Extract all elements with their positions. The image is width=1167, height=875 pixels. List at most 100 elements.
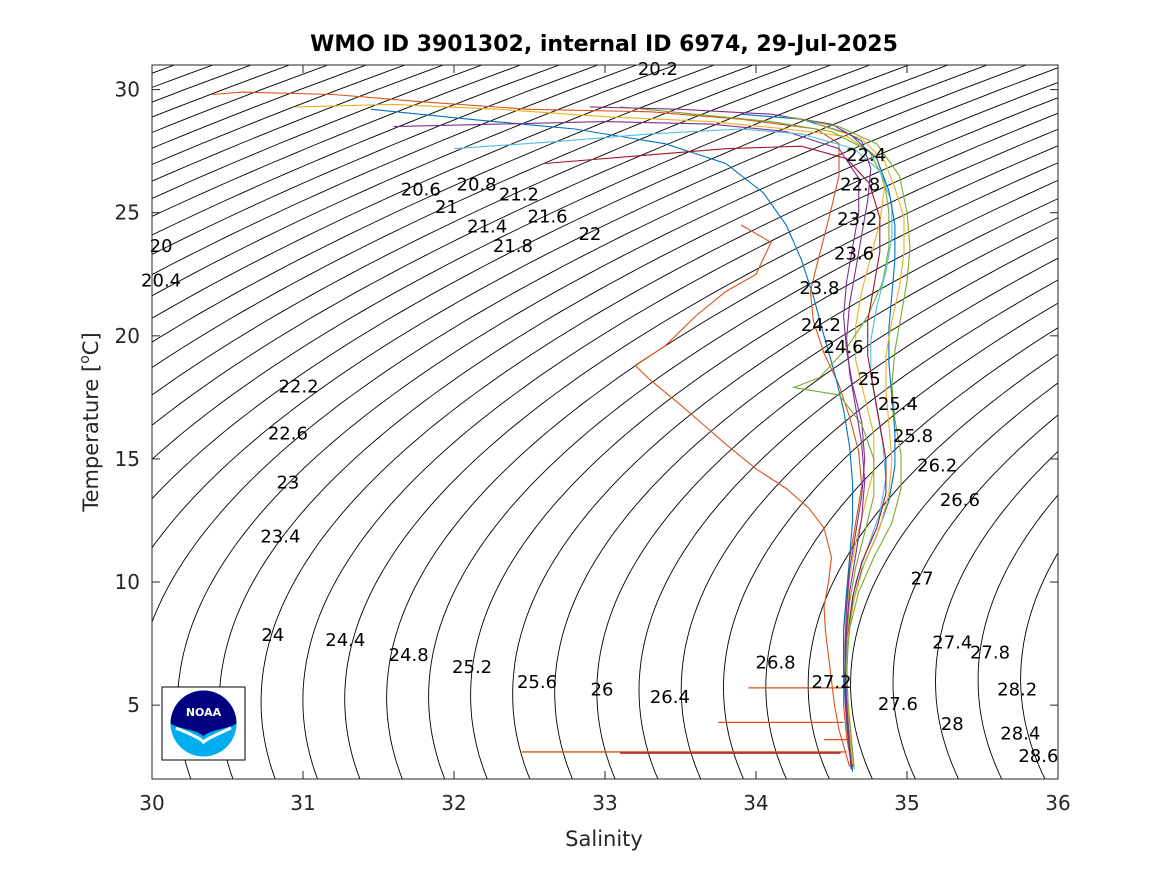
isopycnal-label-23: 22.2 — [278, 377, 318, 398]
y-axis-label-main: Temperature [ — [79, 364, 103, 513]
isopycnal-contours — [152, 65, 1058, 779]
isopycnal-label-16: 24.2 — [801, 315, 841, 336]
isopycnal-line-29 — [344, 128, 1058, 779]
profile-line-11 — [786, 116, 911, 767]
isopycnal-line-11 — [152, 65, 522, 217]
svg-text:NOAA: NOAA — [186, 706, 222, 719]
profile-line-3 — [393, 121, 866, 767]
isopycnal-line-12 — [152, 65, 561, 236]
y-axis-label-sup: o — [77, 355, 93, 364]
y-tick-label-2: 15 — [115, 447, 140, 471]
isopycnal-line-19 — [152, 65, 833, 396]
isopycnal-line-21 — [152, 65, 911, 460]
isopycnal-label-33: 26.4 — [650, 687, 690, 708]
isopycnal-line-26 — [218, 82, 1058, 779]
isopycnal-line-25 — [177, 67, 1058, 779]
isopycnal-label-18: 25 — [858, 369, 881, 390]
isopycnal-line-17 — [152, 65, 755, 343]
isopycnal-label-11: 22.4 — [846, 145, 886, 166]
isopycnal-label-25: 23 — [276, 473, 299, 494]
isopycnal-line-42 — [892, 414, 1058, 779]
isopycnal-label-13: 23.2 — [837, 209, 877, 230]
isopycnal-line-9 — [152, 65, 445, 182]
y-tick-labels: 5 10 15 20 25 30 — [115, 78, 140, 718]
isopycnal-line-33 — [512, 198, 1058, 779]
y-axis-label-end: C] — [79, 332, 103, 355]
isopycnal-line-41 — [850, 382, 1058, 779]
profile-line-10 — [589, 106, 872, 770]
isopycnal-line-32 — [470, 179, 1058, 779]
isopycnal-line-30 — [386, 145, 1058, 779]
x-tick-labels: 30 31 32 33 34 35 36 — [139, 791, 1070, 815]
isopycnal-label-4: 20.8 — [457, 175, 497, 196]
x-tick-label-1: 31 — [290, 791, 315, 815]
y-tick-label-1: 10 — [115, 570, 140, 594]
isopycnal-label-40: 28 — [941, 714, 964, 735]
isopycnal-label-14: 23.6 — [834, 244, 874, 265]
isopycnal-label-26: 23.4 — [260, 527, 300, 548]
plot-background — [152, 65, 1058, 779]
isopycnal-line-40 — [807, 353, 1058, 779]
isopycnal-label-36: 27.2 — [811, 672, 851, 693]
isopycnal-line-15 — [152, 65, 677, 297]
y-tick-label-5: 30 — [115, 78, 140, 102]
isopycnal-label-43: 28.6 — [1018, 746, 1058, 767]
isopycnal-label-28: 24.4 — [325, 630, 365, 651]
isopycnal-label-39: 27.8 — [970, 642, 1010, 663]
isopycnal-label-24: 22.6 — [268, 423, 308, 444]
isopycnal-line-13 — [152, 65, 600, 255]
isopycnal-label-19: 25.4 — [878, 394, 918, 415]
isopycnal-line-28 — [302, 112, 1058, 779]
isopycnal-label-29: 24.8 — [389, 645, 429, 666]
isopycnal-label-38: 27.6 — [878, 694, 918, 715]
axis-ticks — [151, 65, 1059, 779]
isopycnal-label-35: 27 — [911, 569, 934, 590]
isopycnal-label-7: 21.4 — [467, 217, 507, 238]
isopycnal-label-5: 21 — [435, 197, 458, 218]
isopycnal-label-21: 26.2 — [917, 455, 957, 476]
isopycnal-line-37 — [680, 279, 1058, 779]
isopycnal-label-42: 28.4 — [1000, 724, 1040, 745]
isopycnal-line-18 — [152, 65, 794, 369]
isopycnal-line-16 — [152, 65, 716, 319]
isopycnal-label-31: 25.6 — [517, 672, 557, 693]
profile-line-6 — [544, 145, 887, 767]
x-tick-label-0: 30 — [139, 791, 164, 815]
isopycnal-line-44 — [977, 494, 1058, 779]
isopycnal-line-20 — [152, 65, 872, 426]
profile-lines — [212, 91, 911, 772]
isopycnal-line-14 — [152, 65, 638, 276]
isopycnal-label-22: 26.6 — [940, 490, 980, 511]
y-tick-label-0: 5 — [127, 693, 140, 717]
y-axis-label: Temperature [oC] — [77, 332, 103, 512]
isopycnal-labels: 20.2 20 20.4 20.6 20.821 21.2 21.4 21.6 21.8 22 22… — [141, 59, 1058, 767]
isopycnal-label-41: 28.2 — [997, 679, 1037, 700]
isopycnal-label-34: 26.8 — [756, 652, 796, 673]
isopycnal-line-10 — [152, 65, 484, 199]
isopycnal-line-34 — [554, 217, 1058, 779]
isopycnal-label-2: 20.4 — [141, 271, 181, 292]
isopycnal-line-23 — [152, 65, 989, 549]
isopycnal-line-31 — [428, 162, 1058, 779]
isopycnal-line-45 — [1020, 551, 1058, 779]
isopycnal-line-36 — [638, 257, 1058, 779]
isopycnal-line-39 — [765, 327, 1058, 779]
isopycnal-label-20: 25.8 — [893, 426, 933, 447]
isopycnal-label-10: 22 — [578, 224, 601, 245]
x-tick-label-4: 34 — [743, 791, 768, 815]
profile-line-4 — [620, 106, 890, 765]
isopycnal-label-30: 25.2 — [452, 657, 492, 678]
isopycnal-label-32: 26 — [591, 679, 614, 700]
isopycnal-label-1: 20 — [150, 236, 173, 257]
isopycnal-label-15: 23.8 — [799, 278, 839, 299]
isopycnal-label-37: 27.4 — [932, 633, 972, 654]
isopycnal-label-3: 20.6 — [401, 180, 441, 201]
profile-line-7 — [634, 224, 851, 767]
isopycnal-line-22 — [152, 65, 950, 500]
isopycnal-line-35 — [596, 236, 1058, 779]
x-tick-label-3: 33 — [592, 791, 617, 815]
x-tick-label-2: 32 — [441, 791, 466, 815]
isopycnal-label-6: 21.2 — [499, 185, 539, 206]
isopycnal-line-43 — [935, 450, 1058, 779]
